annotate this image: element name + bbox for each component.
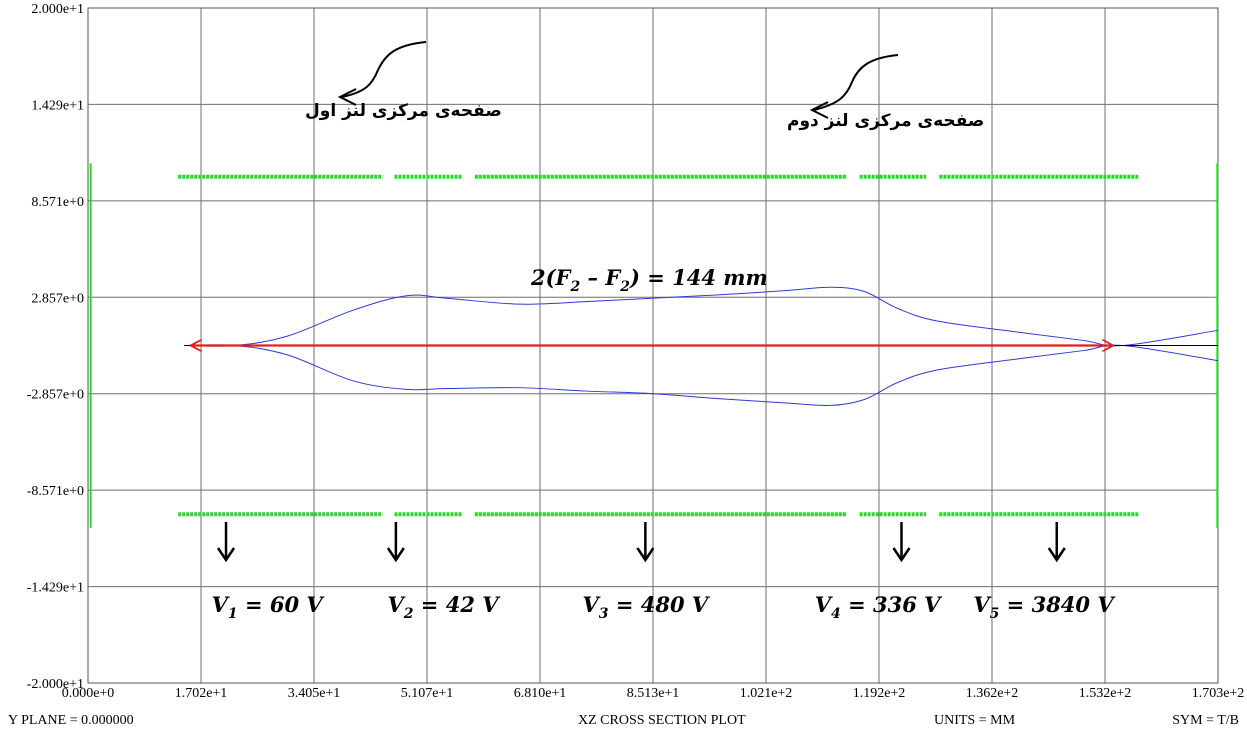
lens2-plane-label: صفحه‌ی مرکزی لنز دوم [787, 111, 984, 131]
lens2-arrowhead [809, 101, 829, 119]
x-tick-label: 1.021e+2 [740, 686, 793, 701]
x-tick-label: 1.702e+1 [175, 686, 228, 701]
voltage-label: V3 = 480 V [583, 592, 711, 622]
down-arrow-head [216, 547, 236, 563]
voltage-label: V1 = 60 V [212, 592, 326, 622]
x-tick-label: 0.000e+0 [62, 686, 115, 701]
series-line-1 [184, 286, 1219, 347]
x-tick-label: 3.405e+1 [288, 686, 341, 701]
footer-units: UNITS = MM [934, 713, 1016, 728]
y-tick-label: -8.571e+0 [27, 484, 84, 499]
down-arrow-head [636, 547, 655, 563]
y-tick-label: 2.000e+1 [31, 2, 84, 17]
down-arrow-head [386, 547, 405, 563]
y-tick-label: -2.857e+0 [27, 388, 84, 403]
voltage-arrows [216, 522, 1066, 563]
lens1-plane-label: صفحه‌ی مرکزی لنز اول [305, 101, 502, 121]
lens1-arrowhead [337, 88, 357, 106]
x-tick-label: 5.107e+1 [401, 686, 454, 701]
y-tick-label: -1.429e+1 [27, 581, 84, 596]
voltage-labels: V1 = 60 V V2 = 42 V V3 = 480 V V4 = 336 V V5… [212, 592, 1117, 622]
x-tick-label: 1.192e+2 [853, 686, 906, 701]
x-tick-label: 6.810e+1 [514, 686, 567, 701]
footer-title: XZ CROSS SECTION PLOT [578, 713, 746, 728]
footer-plane: Y PLANE = 0.000000 [8, 713, 134, 728]
voltage-label: V5 = 3840 V [973, 592, 1116, 622]
footer-sym: SYM = T/B [1172, 713, 1239, 728]
distance-label: 2(F2 – F2) = 144 mm [530, 265, 768, 295]
lens1-curved-arrow [341, 41, 427, 98]
x-tick-label: 8.513e+1 [627, 686, 680, 701]
y-tick-label: 8.571e+0 [31, 195, 84, 210]
x-tick-labels: 0.000e+0 1.702e+1 3.405e+1 5.107e+1 6.810e+1… [62, 686, 1245, 701]
lens2-curved-arrow [813, 54, 899, 111]
y-tick-label: -2.000e+1 [27, 677, 84, 692]
voltage-label: V4 = 336 V [815, 592, 943, 622]
series-line-2 [184, 344, 1219, 407]
x-tick-label: 1.532e+2 [1079, 686, 1132, 701]
y-tick-label: 1.429e+1 [31, 98, 84, 113]
down-arrow-head [1047, 547, 1066, 563]
x-tick-label: 1.703e+2 [1192, 686, 1245, 701]
y-tick-labels: 2.000e+1 1.429e+1 8.571e+0 2.857e+0 -2.857e+… [27, 2, 84, 692]
x-tick-label: 1.362e+2 [966, 686, 1019, 701]
down-arrow-head [892, 547, 911, 563]
voltage-label: V2 = 42 V [387, 592, 501, 622]
y-tick-label: 2.857e+0 [31, 291, 84, 306]
